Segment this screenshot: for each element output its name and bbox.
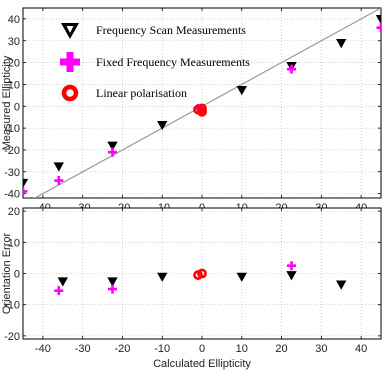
legend-entry: Fixed Frequency Measurements (60, 52, 250, 72)
series-triangle-down (57, 271, 347, 290)
y-tick-label: -20 (4, 145, 20, 157)
data-point (287, 261, 296, 271)
data-point (157, 120, 168, 131)
data-point (336, 280, 347, 290)
data-layer (23, 8, 381, 198)
data-point (157, 272, 168, 282)
plus-marker-icon (60, 52, 80, 72)
series-plus (54, 261, 296, 296)
y-tick-label: -10 (4, 300, 20, 312)
legend: Frequency Scan Measurements Fixed Frequen… (60, 23, 250, 102)
y-tick-label: -20 (4, 331, 20, 343)
x-tick-label: 30 (315, 343, 327, 355)
y-tick-label: -10 (4, 123, 20, 135)
y-tick-label: 20 (8, 58, 20, 70)
y-tick-label: 20 (8, 206, 20, 218)
x-tick-label: 40 (355, 343, 367, 355)
series-ring (193, 103, 207, 117)
x-tick-label: 10 (236, 343, 248, 355)
data-point (376, 23, 381, 33)
data-point (287, 64, 296, 74)
data-point (54, 286, 64, 296)
y-tick-label: 0 (14, 269, 20, 281)
x-tick-label: -30 (75, 343, 91, 355)
data-point (108, 284, 117, 294)
x-tick-label: 0 (199, 343, 205, 355)
y-axis-title: Measured Ellipticity (1, 55, 13, 150)
data-layer (54, 261, 347, 296)
data-point (336, 39, 347, 49)
y-tick-label: -40 (4, 189, 20, 201)
data-point (57, 277, 68, 287)
x-axis-title: Calculated Ellipticity (153, 358, 251, 370)
data-point (375, 15, 381, 25)
grid (23, 208, 381, 339)
data-point (236, 272, 247, 282)
y-tick-label: 10 (8, 237, 20, 249)
y-tick-label: 40 (8, 14, 20, 26)
x-tick-label: -10 (154, 343, 170, 355)
y-tick-label: 0 (14, 101, 20, 113)
plot-area (22, 7, 382, 199)
data-point (53, 162, 64, 172)
legend-entry: Linear polarisation (61, 84, 187, 102)
data-point (108, 147, 117, 157)
y-tick-label: 10 (8, 79, 20, 91)
data-point (23, 186, 28, 196)
data-point (197, 106, 207, 117)
y-axis-title: Orientation Error (1, 233, 13, 315)
data-point (107, 141, 118, 151)
legend-label: Linear polarisation (96, 86, 187, 100)
x-tick-label: 20 (275, 343, 287, 355)
series-triangle-down (23, 15, 381, 189)
data-point (197, 268, 207, 279)
data-point (54, 176, 64, 186)
legend-label: Frequency Scan Measurements (96, 23, 246, 37)
legend-label: Fixed Frequency Measurements (96, 55, 250, 69)
data-point (107, 277, 118, 287)
ellipticity-panel: -40-30-20-10010203040-40-30-20-100102030… (1, 7, 382, 214)
y-tick-label: 30 (8, 36, 20, 48)
series-ring (193, 268, 207, 280)
ring-marker-icon (61, 84, 79, 102)
y-tick-label: -30 (4, 167, 20, 179)
data-point (23, 178, 29, 189)
data-point (286, 271, 297, 281)
legend-entry: Frequency Scan Measurements (61, 23, 246, 39)
x-tick-label: -20 (114, 343, 130, 355)
orientation-error-panel: -40 -30 -20 -10 0 10 20 30 40 -20 -10 0 10 20 Orientat… (1, 206, 382, 370)
data-point (236, 85, 247, 96)
x-tick-label: -40 (35, 343, 51, 355)
